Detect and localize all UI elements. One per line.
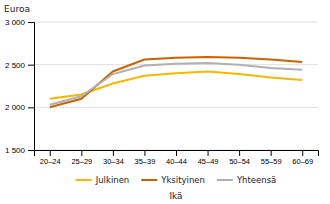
- legend-item: Yksityinen: [141, 175, 205, 185]
- y-axis: 1 500 2 000 2 500 3 000: [5, 18, 35, 155]
- x-tick: 50–54: [229, 150, 250, 166]
- x-tick-mark: [50, 150, 51, 156]
- y-tick: 3 000: [5, 18, 34, 27]
- lines: [50, 57, 302, 107]
- legend-label: Julkinen: [95, 175, 130, 185]
- x-tick: 20–24: [40, 150, 61, 166]
- y-tick-label: 1 500: [5, 146, 26, 155]
- x-tick-mark: [176, 150, 177, 156]
- y-tick-label: 2 000: [5, 103, 26, 112]
- x-tick-label: 25–29: [71, 157, 92, 166]
- legend-swatch: [76, 179, 92, 181]
- plot: 1 500 2 000 2 500 3 000 20–24 25–29 30–34 35–39…: [5, 18, 319, 166]
- y-tick-mark: [28, 107, 34, 108]
- y-tick-label: 2 500: [5, 61, 26, 70]
- x-tick-label: 50–54: [229, 157, 250, 166]
- x-tick-label: 35–39: [135, 157, 156, 166]
- x-axis-line: [35, 151, 319, 157]
- x-tick-mark: [113, 150, 114, 156]
- x-tick-label: 55–59: [261, 157, 282, 166]
- y-axis-title: Euroa: [4, 4, 30, 14]
- legend-swatch: [141, 179, 157, 181]
- series-line: [50, 71, 302, 98]
- legend-label: Yksityinen: [160, 175, 205, 185]
- series-line: [50, 57, 302, 107]
- x-tick-label: 30–34: [103, 157, 124, 166]
- y-tick: 1 500: [5, 146, 34, 155]
- grid-line: [34, 107, 318, 108]
- legend-swatch: [217, 179, 233, 181]
- x-tick: 45–49: [198, 150, 219, 166]
- x-tick: 25–29: [71, 150, 92, 166]
- x-axis: 20–24 25–29 30–34 35–39 40–44 45–49 50–54 55–59…: [35, 150, 319, 166]
- x-tick-mark: [239, 150, 240, 156]
- x-tick-label: 20–24: [40, 157, 61, 166]
- legend: Julkinen Yksityinen Yhteensä: [76, 175, 277, 185]
- series-line: [50, 63, 302, 105]
- x-tick-mark: [302, 150, 303, 156]
- y-tick: 2 500: [5, 61, 34, 70]
- y-tick-label: 3 000: [5, 18, 26, 27]
- x-tick-mark: [271, 150, 272, 156]
- grid: [34, 22, 318, 150]
- x-tick: 30–34: [103, 150, 124, 166]
- y-tick: 2 000: [5, 103, 34, 112]
- x-tick-label: 45–49: [198, 157, 219, 166]
- y-tick-mark: [28, 22, 34, 23]
- y-axis-line: [28, 23, 35, 151]
- grid-line: [34, 22, 318, 23]
- y-tick-mark: [28, 150, 34, 151]
- x-tick-mark: [144, 150, 145, 156]
- x-tick-label: 40–44: [166, 157, 187, 166]
- x-tick: 35–39: [135, 150, 156, 166]
- x-tick-mark: [81, 150, 82, 156]
- legend-item: Julkinen: [76, 175, 130, 185]
- chart: 1 500 2 000 2 500 3 000 20–24 25–29 30–34 35–39…: [0, 0, 330, 204]
- legend-label: Yhteensä: [236, 175, 276, 185]
- x-tick: 55–59: [261, 150, 282, 166]
- y-tick-mark: [28, 65, 34, 66]
- x-tick-label: 60–69: [292, 157, 313, 166]
- x-axis-title: Ikä: [169, 191, 182, 201]
- x-tick-mark: [208, 150, 209, 156]
- x-tick: 40–44: [166, 150, 187, 166]
- legend-item: Yhteensä: [217, 175, 276, 185]
- x-tick: 60–69: [292, 150, 313, 166]
